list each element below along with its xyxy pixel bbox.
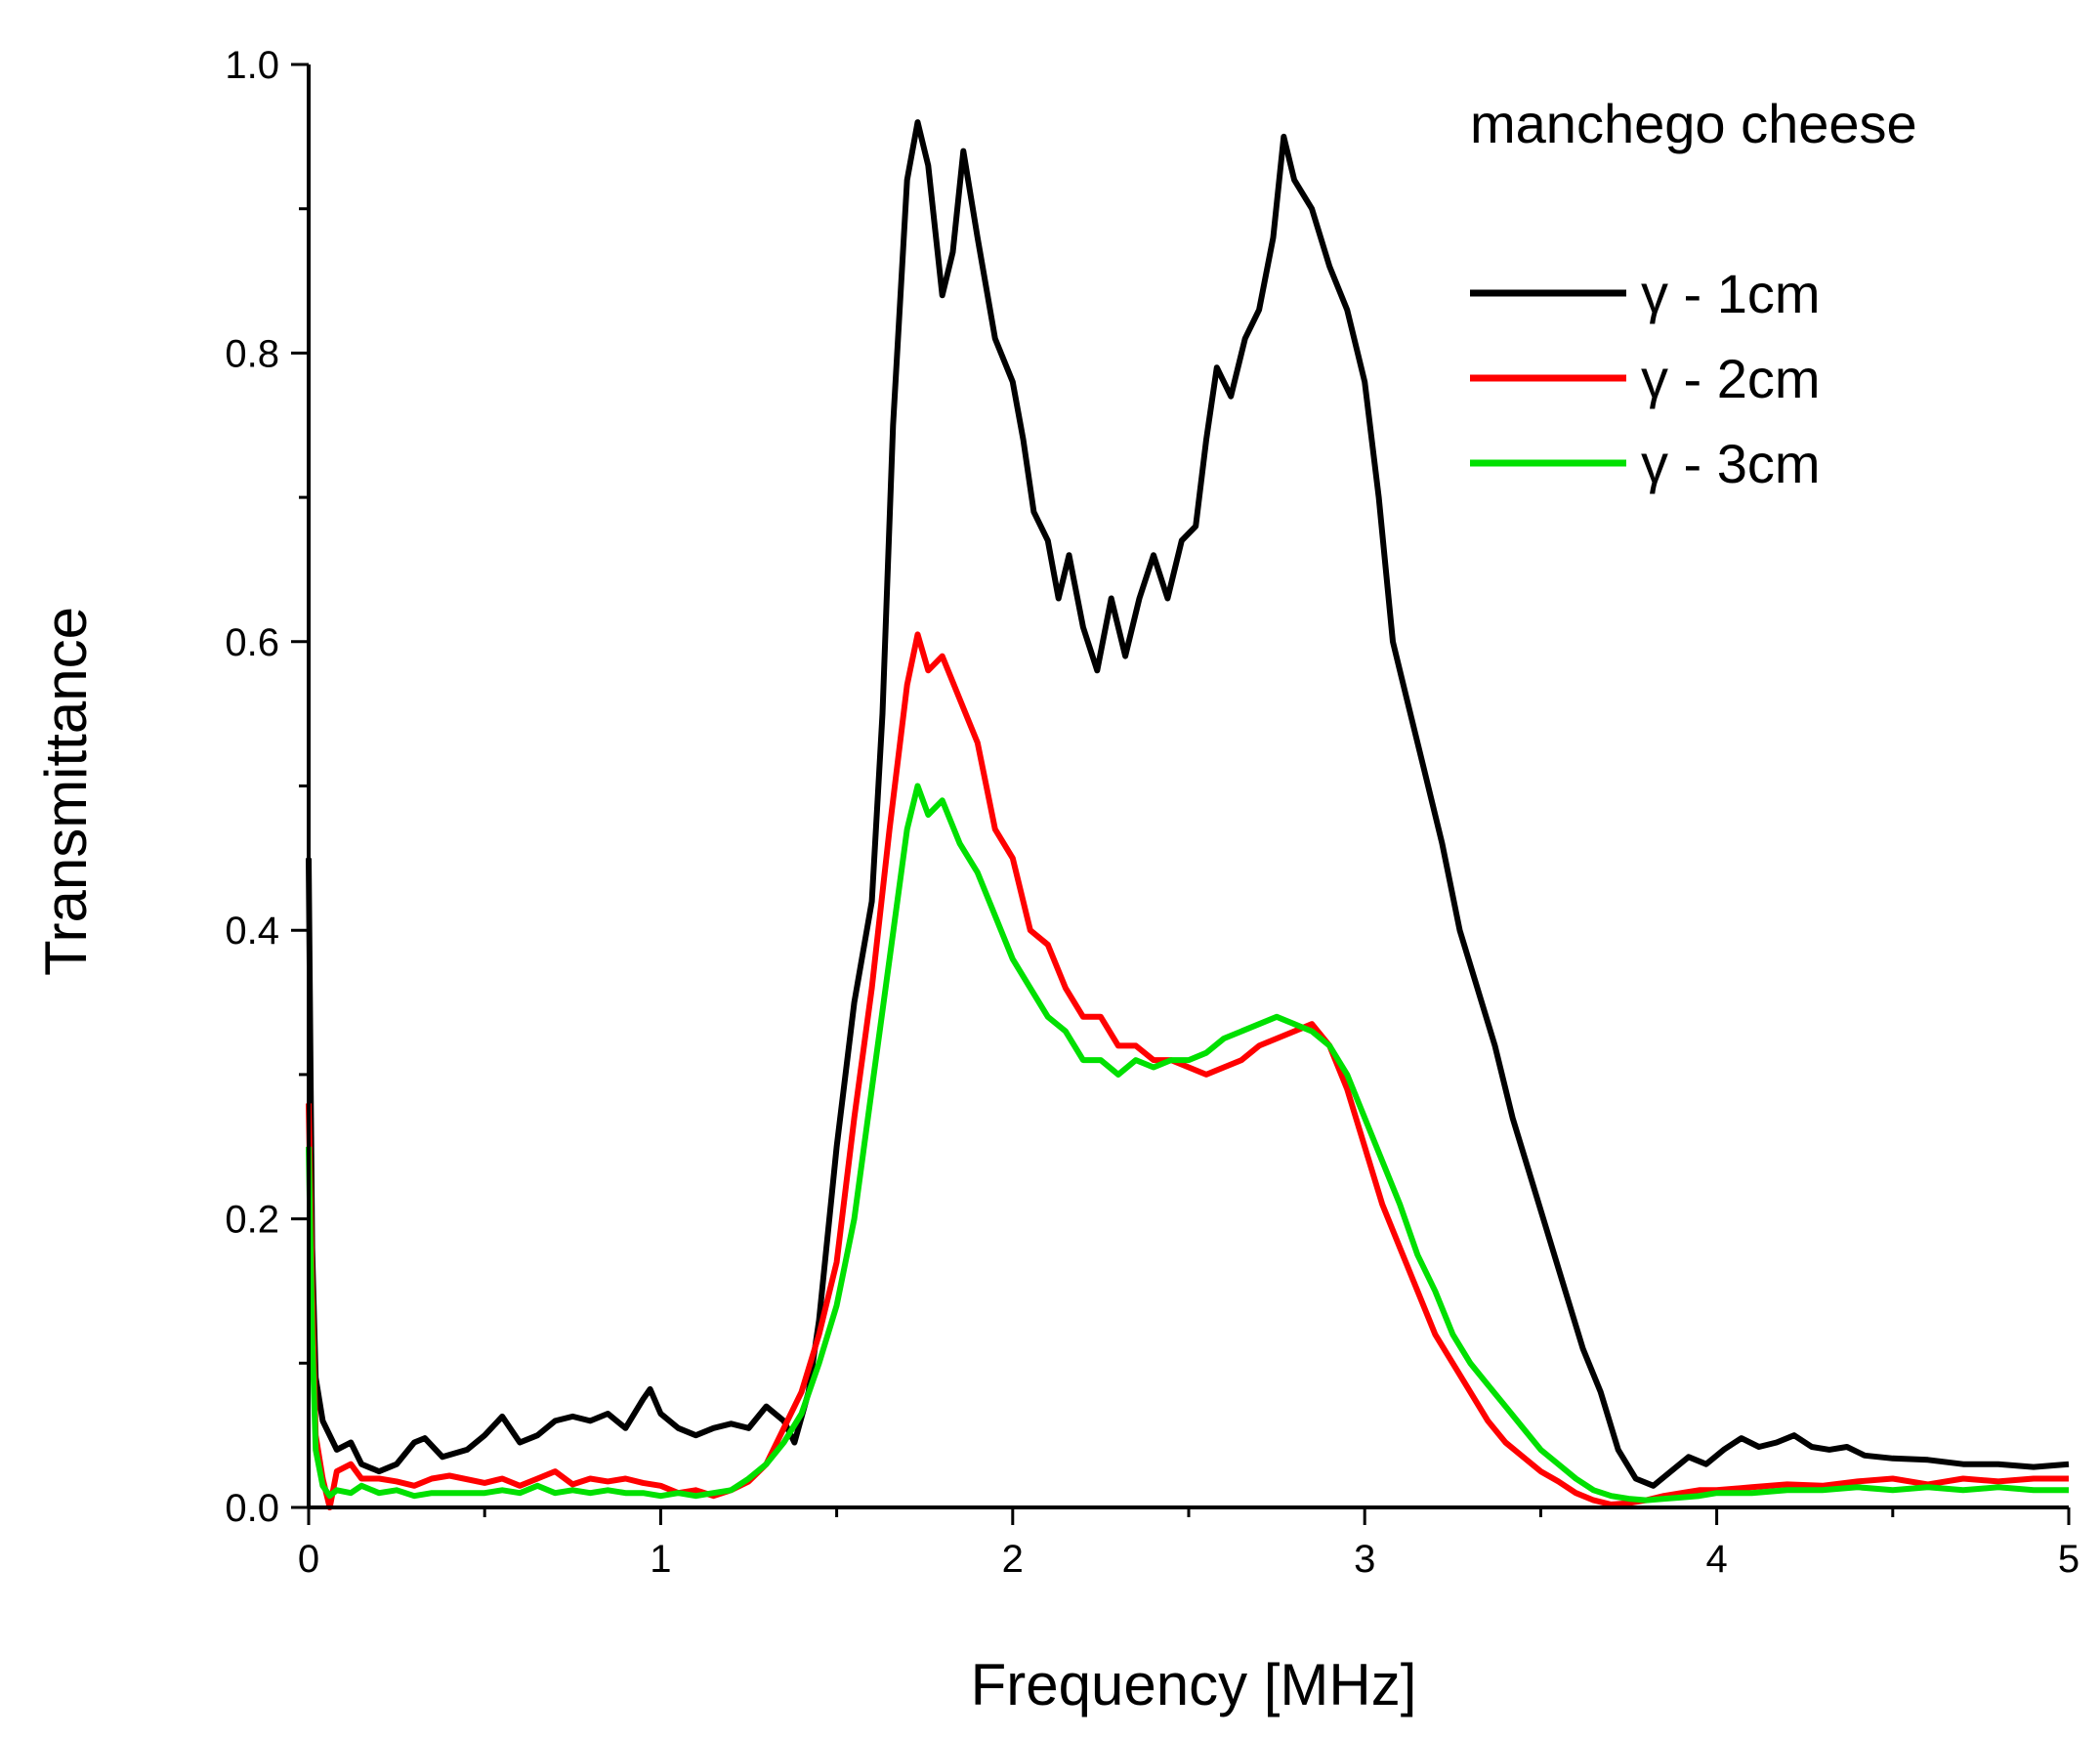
x-tick-label: 3 bbox=[1354, 1538, 1375, 1581]
y-tick-label: 0.4 bbox=[225, 910, 279, 953]
series-line-3cm bbox=[306, 783, 2069, 1504]
x-tick-label: 0 bbox=[298, 1538, 319, 1581]
x-tick-label: 2 bbox=[1002, 1538, 1024, 1581]
y-tick-label: 0.0 bbox=[225, 1487, 279, 1530]
legend-label-2cm: γ - 2cm bbox=[1641, 348, 1821, 409]
y-axis-title: Transmittance bbox=[33, 607, 99, 976]
series-line-2cm bbox=[306, 631, 2069, 1510]
legend-label-3cm: γ - 3cm bbox=[1641, 433, 1821, 494]
x-axis: 0 1 2 3 4 5 bbox=[298, 1507, 2079, 1581]
y-tick-label: 0.6 bbox=[225, 621, 279, 664]
x-axis-title: Frequency [MHz] bbox=[971, 1652, 1417, 1717]
y-tick-label: 1.0 bbox=[225, 44, 279, 87]
y-tick-label: 0.2 bbox=[225, 1199, 279, 1242]
y-tick-label: 0.8 bbox=[225, 332, 279, 375]
chart-title: manchego cheese bbox=[1470, 93, 1917, 154]
legend: γ - 1cm γ - 2cm γ - 3cm bbox=[1470, 263, 1821, 494]
x-tick-label: 1 bbox=[650, 1538, 671, 1581]
legend-label-1cm: γ - 1cm bbox=[1641, 263, 1821, 324]
series-lines bbox=[306, 119, 2070, 1510]
y-axis: 0.0 0.2 0.4 0.6 0.8 1.0 bbox=[225, 44, 309, 1530]
series-line-1cm bbox=[306, 119, 2070, 1489]
x-tick-label: 4 bbox=[1705, 1538, 1727, 1581]
x-tick-label: 5 bbox=[2058, 1538, 2079, 1581]
